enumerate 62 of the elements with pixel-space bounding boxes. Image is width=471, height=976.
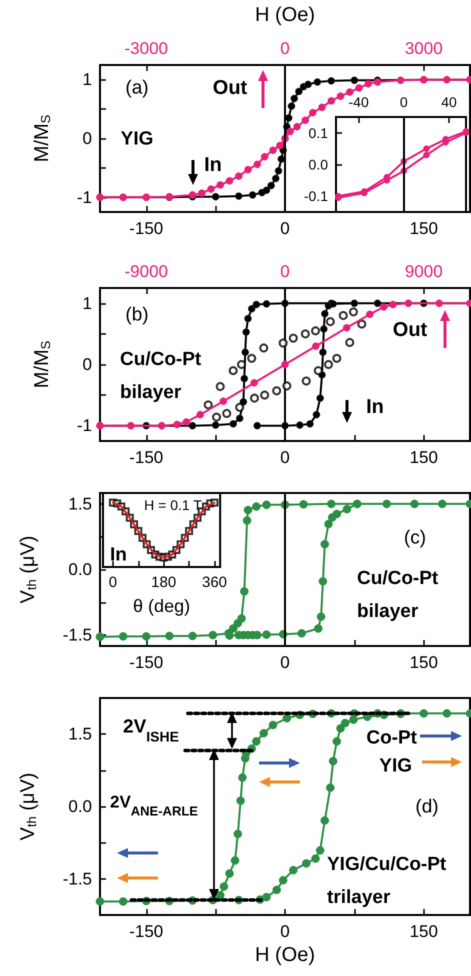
x-tick-label: 0 xyxy=(280,448,290,467)
y-tick-label: 1 xyxy=(82,294,92,313)
annotation: (d) xyxy=(415,796,439,818)
x-tick-label: 0 xyxy=(280,653,290,672)
x2-axis-title: H (Oe) xyxy=(255,4,315,26)
x-tick-label: 360 xyxy=(202,574,227,591)
annotation: YIG xyxy=(379,756,412,776)
x2-tick-label: 3000 xyxy=(404,39,443,58)
annotation: (a) xyxy=(125,78,149,98)
y-tick-label: 0.0 xyxy=(308,156,328,172)
x-tick-label: 0 xyxy=(280,922,290,941)
x-tick-label: 0 xyxy=(108,574,118,591)
x-tick-label: 150 xyxy=(410,219,438,238)
x2-tick-label: -3000 xyxy=(124,39,168,58)
y-axis-title: Vth (μV) xyxy=(17,536,39,604)
annotation: In xyxy=(110,544,127,566)
x-tick-label: 150 xyxy=(410,448,438,467)
x-tick-label: 180 xyxy=(151,574,176,591)
annotation: Out xyxy=(212,77,248,99)
y-tick-label: 0 xyxy=(82,355,92,374)
x-tick-label: 150 xyxy=(410,922,438,941)
y-tick-label: 0.1 xyxy=(308,124,328,141)
x-tick-label: -150 xyxy=(129,922,164,941)
x2-tick-label: 9000 xyxy=(404,262,443,281)
x2-tick-label: -9000 xyxy=(124,262,168,281)
annotation: Cu/Co-Pt bilayer xyxy=(120,349,202,403)
y-tick-label: -1 xyxy=(76,416,92,436)
x-tick-label: -150 xyxy=(129,448,164,467)
x-tick-label: -40 xyxy=(348,94,369,110)
y-tick-label: -1.5 xyxy=(62,869,92,888)
y-tick-label: -1.5 xyxy=(62,626,92,645)
y-axis-title: M/MS xyxy=(31,340,53,388)
x-tick-label: 40 xyxy=(441,94,458,110)
x-tick-label: 150 xyxy=(410,653,438,672)
annotation: Out xyxy=(392,319,428,341)
y-tick-label: -1 xyxy=(76,188,92,207)
y-tick-label: 0.0 xyxy=(68,797,92,816)
x-tick-label: -150 xyxy=(129,653,164,672)
annotation: Co-Pt xyxy=(366,728,418,748)
x-axis-title: θ (deg) xyxy=(133,596,190,616)
y-tick-label: -0.1 xyxy=(304,188,328,204)
annotation: YIG/Cu/Co-Pt trilayer xyxy=(327,854,447,908)
annotation: In xyxy=(366,396,384,418)
y-tick-label: 1.5 xyxy=(68,494,92,514)
y-axis-title: Vth (μV) xyxy=(17,772,39,840)
annotation: H = 0.1 T xyxy=(144,497,202,513)
x-tick-label: -150 xyxy=(129,219,164,238)
annotation: (c) xyxy=(404,528,426,548)
x-axis-title: H (Oe) xyxy=(255,944,315,966)
x-tick-label: 0 xyxy=(280,219,290,238)
y-axis-title: M/MS xyxy=(31,114,53,162)
annotation: In xyxy=(204,154,222,176)
annotation: Cu/Co-Pt bilayer xyxy=(357,568,439,622)
y-tick-label: 0.0 xyxy=(68,560,92,579)
annotation: (b) xyxy=(125,304,149,326)
annotation: YIG xyxy=(120,128,154,150)
x2-tick-label: 0 xyxy=(280,262,290,281)
y-tick-label: 0 xyxy=(82,129,92,148)
x2-tick-label: 0 xyxy=(280,39,290,58)
y-tick-label: 1 xyxy=(82,70,92,90)
y-tick-label: 1.5 xyxy=(68,724,92,744)
x-tick-label: 0 xyxy=(400,94,408,110)
